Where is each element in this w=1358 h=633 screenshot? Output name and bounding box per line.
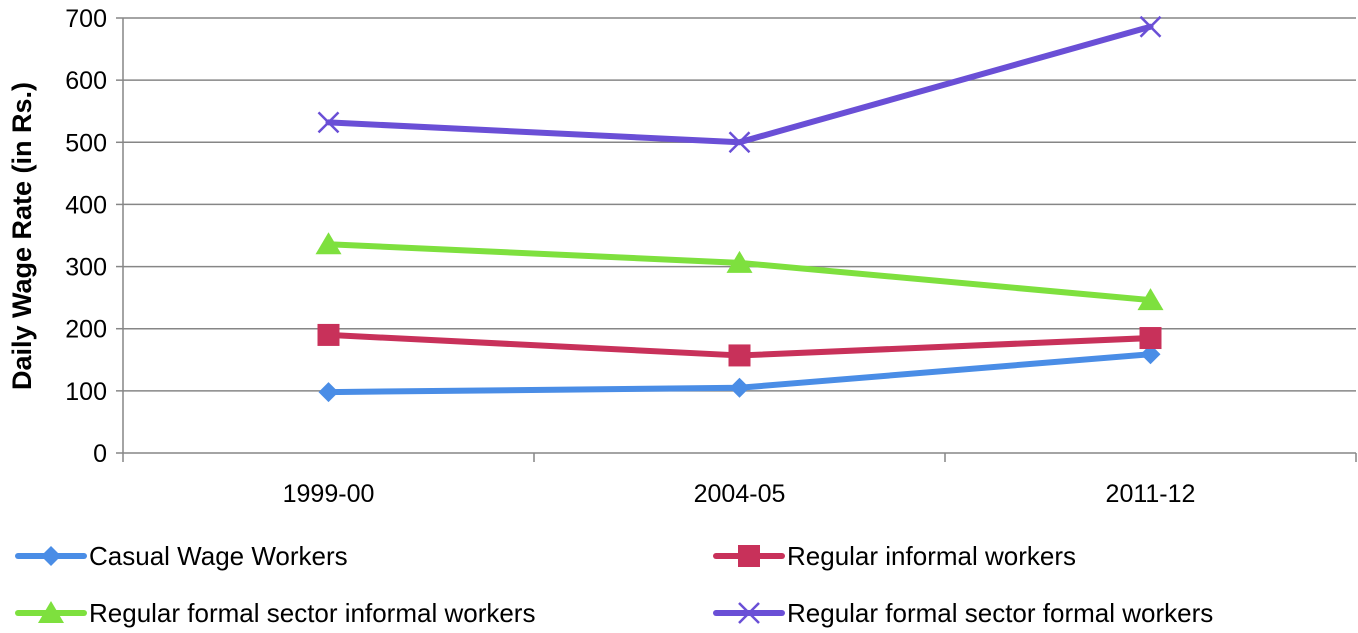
series-group	[315, 232, 1164, 311]
series	[315, 15, 1164, 403]
y-tick-labels: 0 100 200 300 400 500 600 700	[65, 5, 107, 468]
legend-item: Regular informal workers	[713, 541, 1076, 571]
data-point-marker	[729, 377, 750, 398]
gridlines	[116, 17, 1357, 462]
axes	[122, 18, 1356, 454]
y-tick-label: 200	[65, 316, 107, 344]
data-point-marker	[728, 344, 751, 367]
y-tick-label: 700	[65, 5, 107, 33]
series-group	[318, 344, 1161, 403]
y-axis-title: Daily Wage Rate (in Rs.)	[7, 82, 37, 390]
legend-item: Casual Wage Workers	[15, 541, 348, 571]
legend-marker	[738, 602, 760, 624]
y-tick-label: 400	[65, 191, 107, 219]
y-tick-label: 100	[65, 378, 107, 406]
x-tick-label: 2004-05	[694, 480, 786, 508]
legend-label: Regular formal sector formal workers	[787, 598, 1213, 628]
y-tick-label: 300	[65, 254, 107, 282]
legend-label: Regular formal sector informal workers	[89, 598, 535, 628]
data-point-marker	[317, 111, 340, 134]
y-tick-label: 0	[93, 440, 107, 468]
series-group	[317, 323, 1162, 367]
legend-label: Casual Wage Workers	[89, 541, 348, 571]
series-group	[317, 15, 1162, 154]
legend-label: Regular informal workers	[787, 541, 1076, 571]
x-tick-labels: 1999-00 2004-05 2011-12	[283, 480, 1196, 508]
data-point-marker	[1139, 327, 1162, 350]
legend-marker	[738, 545, 760, 567]
legend-item: Regular formal sector formal workers	[713, 598, 1213, 628]
data-point-marker	[1137, 288, 1164, 311]
x-tick-label: 1999-00	[283, 480, 375, 508]
data-point-marker	[317, 323, 340, 346]
y-tick-label: 600	[65, 67, 107, 95]
series-line	[325, 23, 1154, 146]
y-tick-label: 500	[65, 129, 107, 157]
data-point-marker	[1139, 15, 1162, 38]
data-point-marker	[728, 131, 751, 154]
data-point-marker	[315, 232, 342, 255]
legend: Casual Wage Workers Regular informal work…	[15, 541, 1213, 628]
legend-marker	[38, 601, 64, 623]
data-point-marker	[726, 250, 753, 273]
data-point-marker	[1140, 344, 1161, 365]
legend-item: Regular formal sector informal workers	[15, 598, 535, 628]
x-tick-label: 2011-12	[1106, 480, 1196, 508]
data-point-marker	[318, 382, 339, 403]
legend-marker	[41, 546, 61, 566]
